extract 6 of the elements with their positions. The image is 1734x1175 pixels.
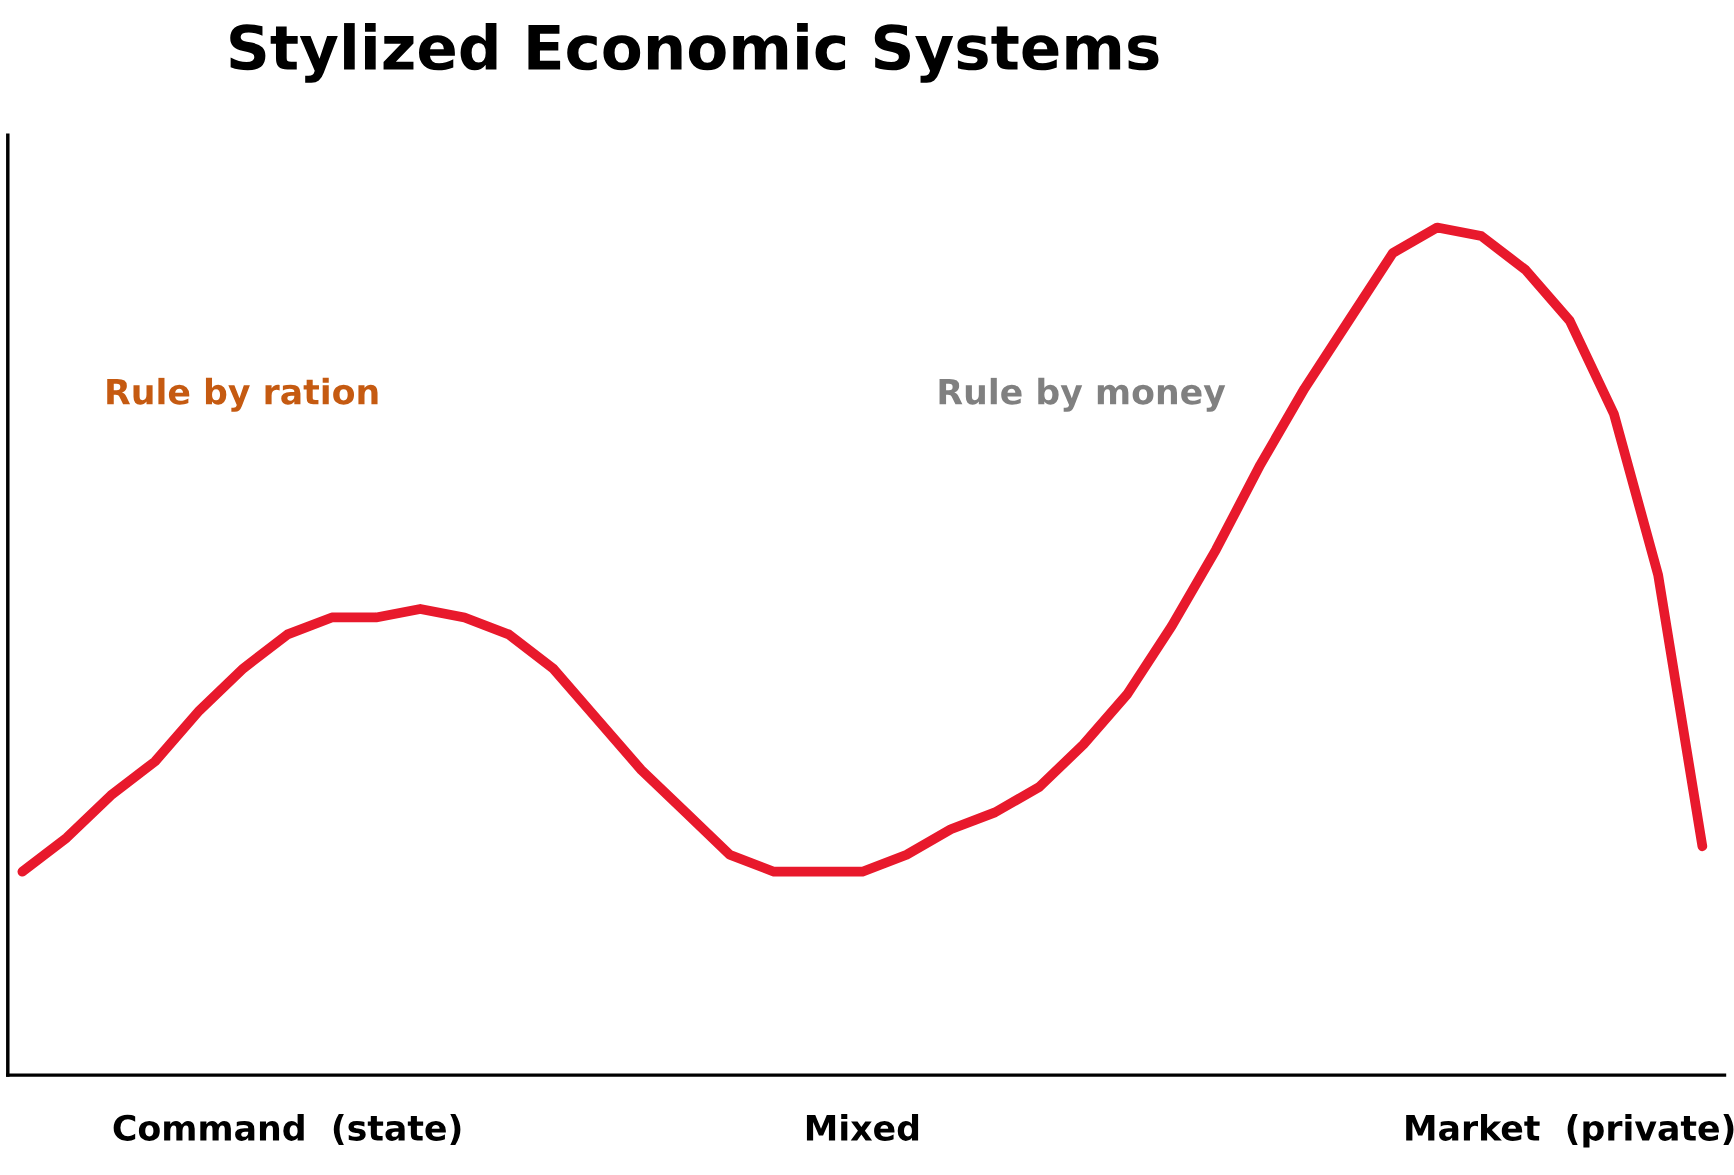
annotation: Rule by ration (107, 377, 378, 412)
x-tick-label: Market (private) (1406, 1114, 1734, 1148)
x-tick-label: Mixed (806, 1114, 919, 1141)
chart-title: Stylized Economic Systems (230, 23, 1159, 83)
annotation: Rule by money (939, 377, 1226, 412)
x-tick-label: Command (state) (113, 1114, 461, 1145)
